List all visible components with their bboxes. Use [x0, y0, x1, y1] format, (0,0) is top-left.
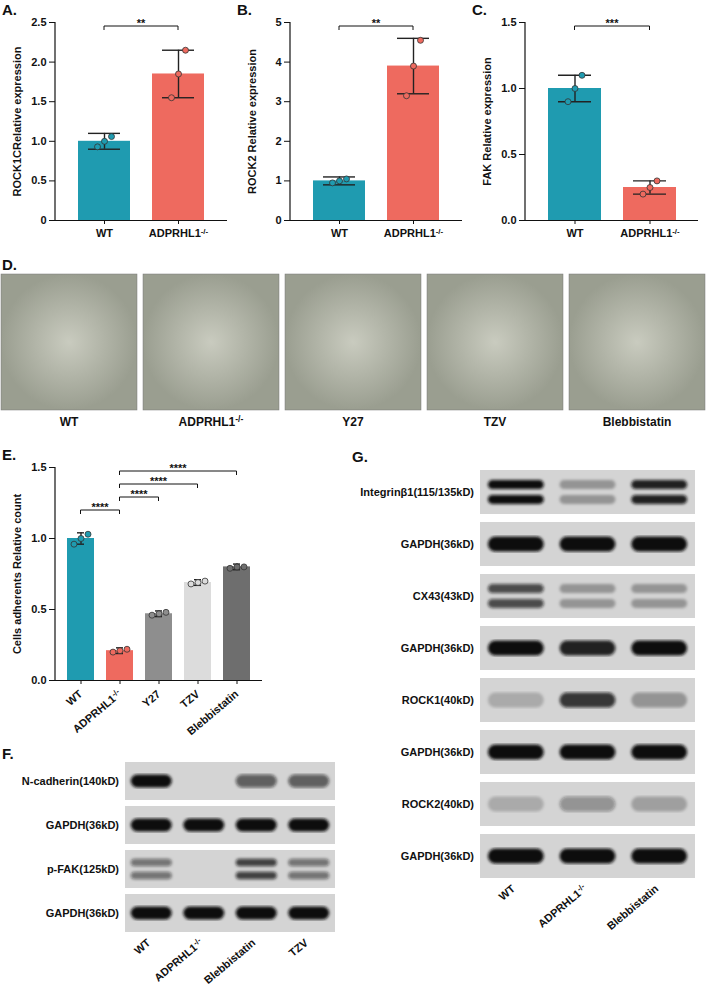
svg-text:WT: WT	[496, 882, 517, 902]
svg-text:TZV: TZV	[178, 687, 202, 710]
svg-text:ADPRHL1-/-: ADPRHL1-/-	[151, 936, 205, 984]
html-text:C.: C.	[472, 1, 487, 18]
html-text:E.: E.	[2, 446, 17, 463]
svg-text:Blebbistatin: Blebbistatin	[185, 687, 241, 737]
svg-text:N-cadherin(140kD): N-cadherin(140kD)	[22, 775, 120, 787]
svg-text:***: ***	[606, 17, 620, 29]
svg-text:WT: WT	[64, 687, 85, 707]
svg-text:Blebbistatin: Blebbistatin	[202, 936, 258, 986]
svg-text:Blebbistatin: Blebbistatin	[605, 882, 661, 932]
svg-text:1.0: 1.0	[31, 532, 46, 544]
svg-text:ROCK1CRelative expression: ROCK1CRelative expression	[11, 46, 23, 196]
svg-text:ADPRHL1-/-: ADPRHL1-/-	[179, 414, 244, 429]
svg-text:Y27: Y27	[140, 688, 163, 710]
svg-text:WT: WT	[566, 227, 583, 239]
svg-text:ADPRHL1-/-: ADPRHL1-/-	[535, 882, 589, 930]
svg-text:0.0: 0.0	[501, 214, 516, 226]
svg-text:0.5: 0.5	[501, 148, 516, 160]
svg-text:ROCK2 Relative expression: ROCK2 Relative expression	[246, 49, 258, 194]
svg-text:****: ****	[130, 488, 148, 500]
svg-text:1.5: 1.5	[31, 95, 46, 107]
svg-text:2.0: 2.0	[31, 56, 46, 68]
svg-text:ADPRHL1-/-: ADPRHL1-/-	[620, 227, 680, 240]
svg-text:TZV: TZV	[484, 415, 507, 429]
svg-text:GAPDH(36kD): GAPDH(36kD)	[401, 642, 475, 654]
svg-text:TZV: TZV	[286, 936, 310, 959]
svg-text:ADPRHL1-/-: ADPRHL1-/-	[149, 227, 209, 240]
svg-text:GAPDH(36kD): GAPDH(36kD)	[401, 746, 475, 758]
svg-text:0.5: 0.5	[31, 174, 46, 186]
svg-text:4: 4	[275, 56, 282, 68]
svg-text:3: 3	[275, 95, 281, 107]
html-text:B.: B.	[237, 1, 252, 18]
svg-text:GAPDH(36kD): GAPDH(36kD)	[46, 907, 120, 919]
svg-text:Integrinβ1(115/135kD): Integrinβ1(115/135kD)	[360, 486, 474, 498]
svg-text:0: 0	[40, 214, 46, 226]
svg-text:5: 5	[275, 16, 281, 28]
svg-text:0: 0	[275, 214, 281, 226]
svg-text:1.0: 1.0	[501, 82, 516, 94]
svg-text:1.0: 1.0	[31, 135, 46, 147]
html-text:D.: D.	[2, 256, 17, 273]
svg-text:WT: WT	[60, 415, 79, 429]
svg-text:1: 1	[275, 174, 281, 186]
svg-text:GAPDH(36kD): GAPDH(36kD)	[46, 819, 120, 831]
svg-text:Cells adherents Relative count: Cells adherents Relative count	[11, 494, 23, 654]
svg-text:0.5: 0.5	[31, 603, 46, 615]
svg-text:1.5: 1.5	[501, 16, 516, 28]
svg-text:GAPDH(36kD): GAPDH(36kD)	[401, 850, 475, 862]
svg-text:ROCK1(40kD): ROCK1(40kD)	[402, 694, 474, 706]
svg-text:ADPRHL1-/-: ADPRHL1-/-	[70, 687, 124, 735]
svg-text:**: **	[372, 17, 381, 29]
svg-text:1.5: 1.5	[31, 461, 46, 473]
svg-text:0.0: 0.0	[31, 674, 46, 686]
html-text:G.: G.	[352, 448, 368, 465]
svg-text:2: 2	[275, 135, 281, 147]
svg-text:Blebbistatin: Blebbistatin	[603, 415, 672, 429]
svg-text:**: **	[137, 17, 146, 29]
html-text:F.: F.	[2, 745, 14, 762]
svg-text:ADPRHL1-/-: ADPRHL1-/-	[384, 227, 444, 240]
svg-text:p-FAK(125kD): p-FAK(125kD)	[47, 863, 119, 875]
svg-text:WT: WT	[132, 936, 153, 956]
svg-text:Y27: Y27	[342, 415, 364, 429]
html-text:A.: A.	[2, 1, 17, 18]
svg-text:FAK Relative expression: FAK Relative expression	[481, 57, 493, 186]
svg-text:WT: WT	[96, 227, 113, 239]
svg-text:ROCK2(40kD): ROCK2(40kD)	[402, 798, 474, 810]
svg-text:2.5: 2.5	[31, 16, 46, 28]
svg-text:****: ****	[169, 462, 187, 474]
svg-text:****: ****	[91, 501, 109, 513]
svg-text:WT: WT	[331, 227, 348, 239]
svg-text:****: ****	[150, 475, 168, 487]
svg-text:CX43(43kD): CX43(43kD)	[413, 590, 474, 602]
svg-text:GAPDH(36kD): GAPDH(36kD)	[401, 538, 475, 550]
